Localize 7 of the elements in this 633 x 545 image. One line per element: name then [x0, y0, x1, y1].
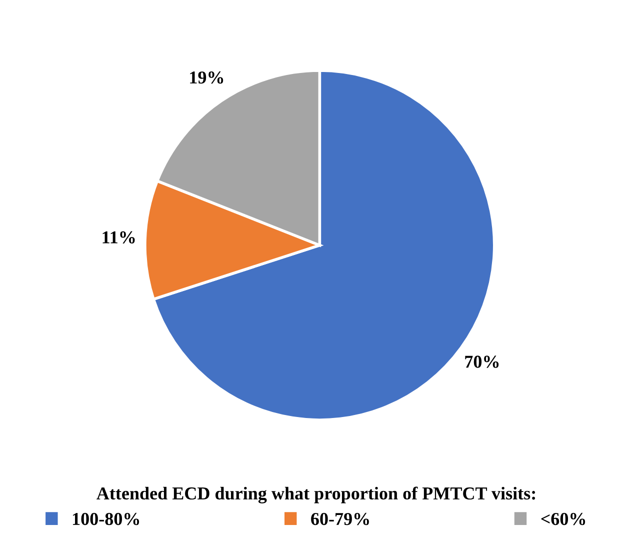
legend-label: 100-80% — [72, 512, 140, 526]
legend-label: 60-79% — [311, 512, 369, 526]
data-label: 11% — [102, 231, 135, 244]
legend-title: Attended ECD during what proportion of PMTCT visits: — [96, 486, 536, 504]
data-label: 70% — [465, 356, 499, 368]
legend-label: <60% — [541, 512, 586, 526]
data-label: 19% — [190, 71, 224, 84]
